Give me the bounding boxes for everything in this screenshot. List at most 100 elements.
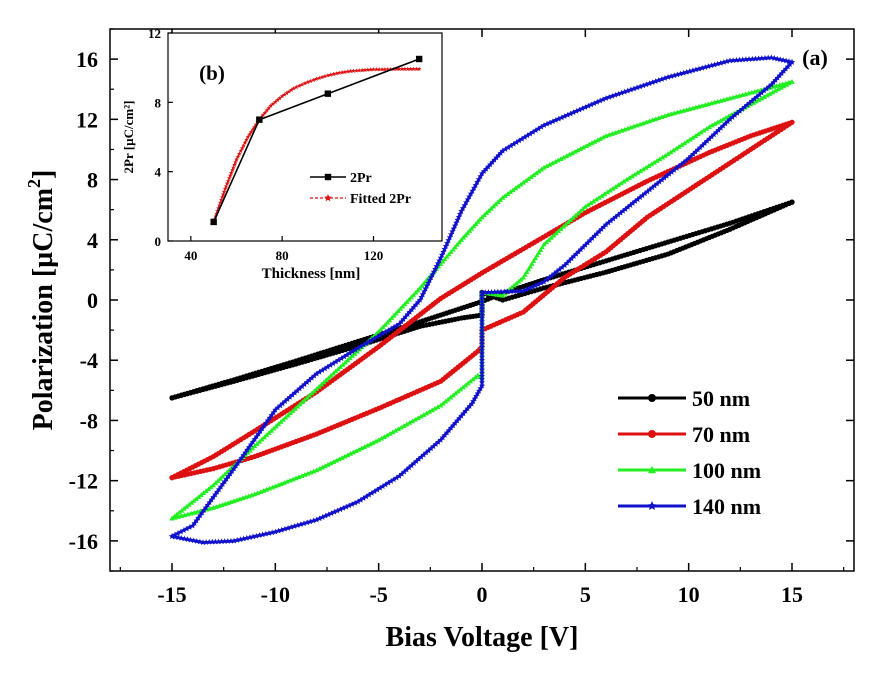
series-marker	[457, 386, 464, 392]
series-marker	[525, 176, 532, 181]
series-marker	[569, 150, 575, 156]
series-marker	[299, 473, 305, 478]
series-marker	[260, 488, 267, 493]
series-marker	[518, 181, 524, 187]
series-marker	[452, 390, 459, 396]
inset-series-marker	[311, 77, 316, 82]
inset-series-marker	[399, 66, 405, 71]
inset-x-tick-label: 120	[364, 248, 384, 263]
series-marker	[189, 522, 196, 529]
series-marker	[470, 376, 476, 382]
series-marker	[314, 467, 320, 473]
series-marker	[786, 80, 792, 86]
series-marker	[621, 178, 627, 184]
series-marker	[516, 278, 522, 284]
inset-series-marker	[268, 103, 274, 108]
series-marker	[505, 191, 511, 196]
series-marker	[582, 204, 588, 209]
series-marker	[525, 266, 532, 272]
series-marker	[570, 109, 577, 116]
series-marker	[412, 416, 418, 422]
series-marker	[311, 372, 318, 379]
series-marker	[433, 263, 440, 269]
series-marker	[423, 410, 430, 416]
series-marker	[203, 488, 209, 494]
series-marker	[429, 407, 435, 413]
series-marker	[291, 523, 298, 529]
series-marker	[169, 515, 175, 521]
series-marker	[368, 336, 375, 343]
y-tick-label: -8	[80, 408, 98, 433]
series-marker	[228, 499, 234, 505]
series-marker	[478, 340, 486, 347]
series-marker	[412, 301, 419, 308]
series-marker	[432, 405, 438, 411]
series-marker	[297, 521, 304, 528]
series-marker	[303, 379, 310, 385]
series-marker	[390, 324, 397, 330]
series-marker	[770, 89, 776, 95]
series-marker	[495, 152, 502, 159]
series-marker	[600, 96, 607, 103]
inset-series-marker	[362, 67, 368, 72]
series-marker	[560, 223, 567, 229]
series-marker	[690, 135, 696, 140]
series-marker	[224, 537, 231, 544]
series-marker	[219, 481, 226, 487]
series-marker	[706, 124, 712, 129]
series-marker	[194, 509, 201, 514]
series-marker	[478, 363, 486, 370]
inset-series-marker	[260, 112, 266, 117]
inset-series-marker	[234, 157, 239, 162]
series-marker	[381, 434, 387, 439]
series-marker	[203, 539, 210, 545]
series-marker	[573, 107, 580, 114]
series-marker	[533, 170, 539, 176]
series-marker	[485, 289, 492, 295]
series-marker	[191, 510, 197, 515]
series-marker	[632, 171, 638, 177]
series-marker	[268, 412, 275, 418]
series-marker	[478, 298, 486, 305]
series-marker	[540, 122, 548, 128]
series-marker	[188, 500, 195, 505]
series-marker	[387, 431, 393, 436]
series-marker	[183, 525, 190, 532]
series-marker	[455, 388, 461, 394]
series-markers-3	[168, 54, 796, 545]
series-marker	[471, 184, 478, 191]
series-marker	[446, 234, 453, 241]
series-marker	[377, 332, 384, 338]
inset-series-marker	[232, 162, 237, 167]
series-marker	[692, 133, 699, 138]
series-marker	[507, 189, 514, 195]
main-chart: -15 -10 -5 0 5 10 15 -16 -12 -8 -4 0 4 8 12 16 (a) Bias…	[24, 28, 855, 653]
series-marker	[752, 55, 759, 62]
series-marker	[200, 507, 207, 513]
series-marker	[561, 154, 567, 160]
series-marker	[345, 452, 351, 458]
series-marker	[357, 343, 364, 350]
series-marker	[717, 118, 723, 123]
series-marker	[392, 427, 399, 433]
series-marker	[580, 206, 586, 211]
series-marker	[390, 429, 396, 435]
series-marker	[398, 424, 404, 430]
series-marker	[176, 509, 182, 515]
inset-series-marker	[226, 175, 232, 181]
series-marker	[497, 150, 504, 156]
series-marker	[425, 279, 432, 286]
series-marker	[419, 291, 426, 297]
inset-series-marker	[256, 116, 263, 123]
series-marker	[599, 193, 605, 198]
series-marker	[772, 88, 779, 93]
series-marker	[288, 524, 295, 530]
series-marker	[286, 393, 293, 400]
series-marker	[281, 480, 287, 485]
series-marker	[419, 282, 425, 288]
inset-series-marker	[354, 68, 359, 73]
inset-series-marker	[247, 132, 252, 137]
inset-series-marker	[302, 80, 308, 86]
y-tick-label: 16	[76, 47, 98, 72]
series-marker	[548, 235, 554, 240]
